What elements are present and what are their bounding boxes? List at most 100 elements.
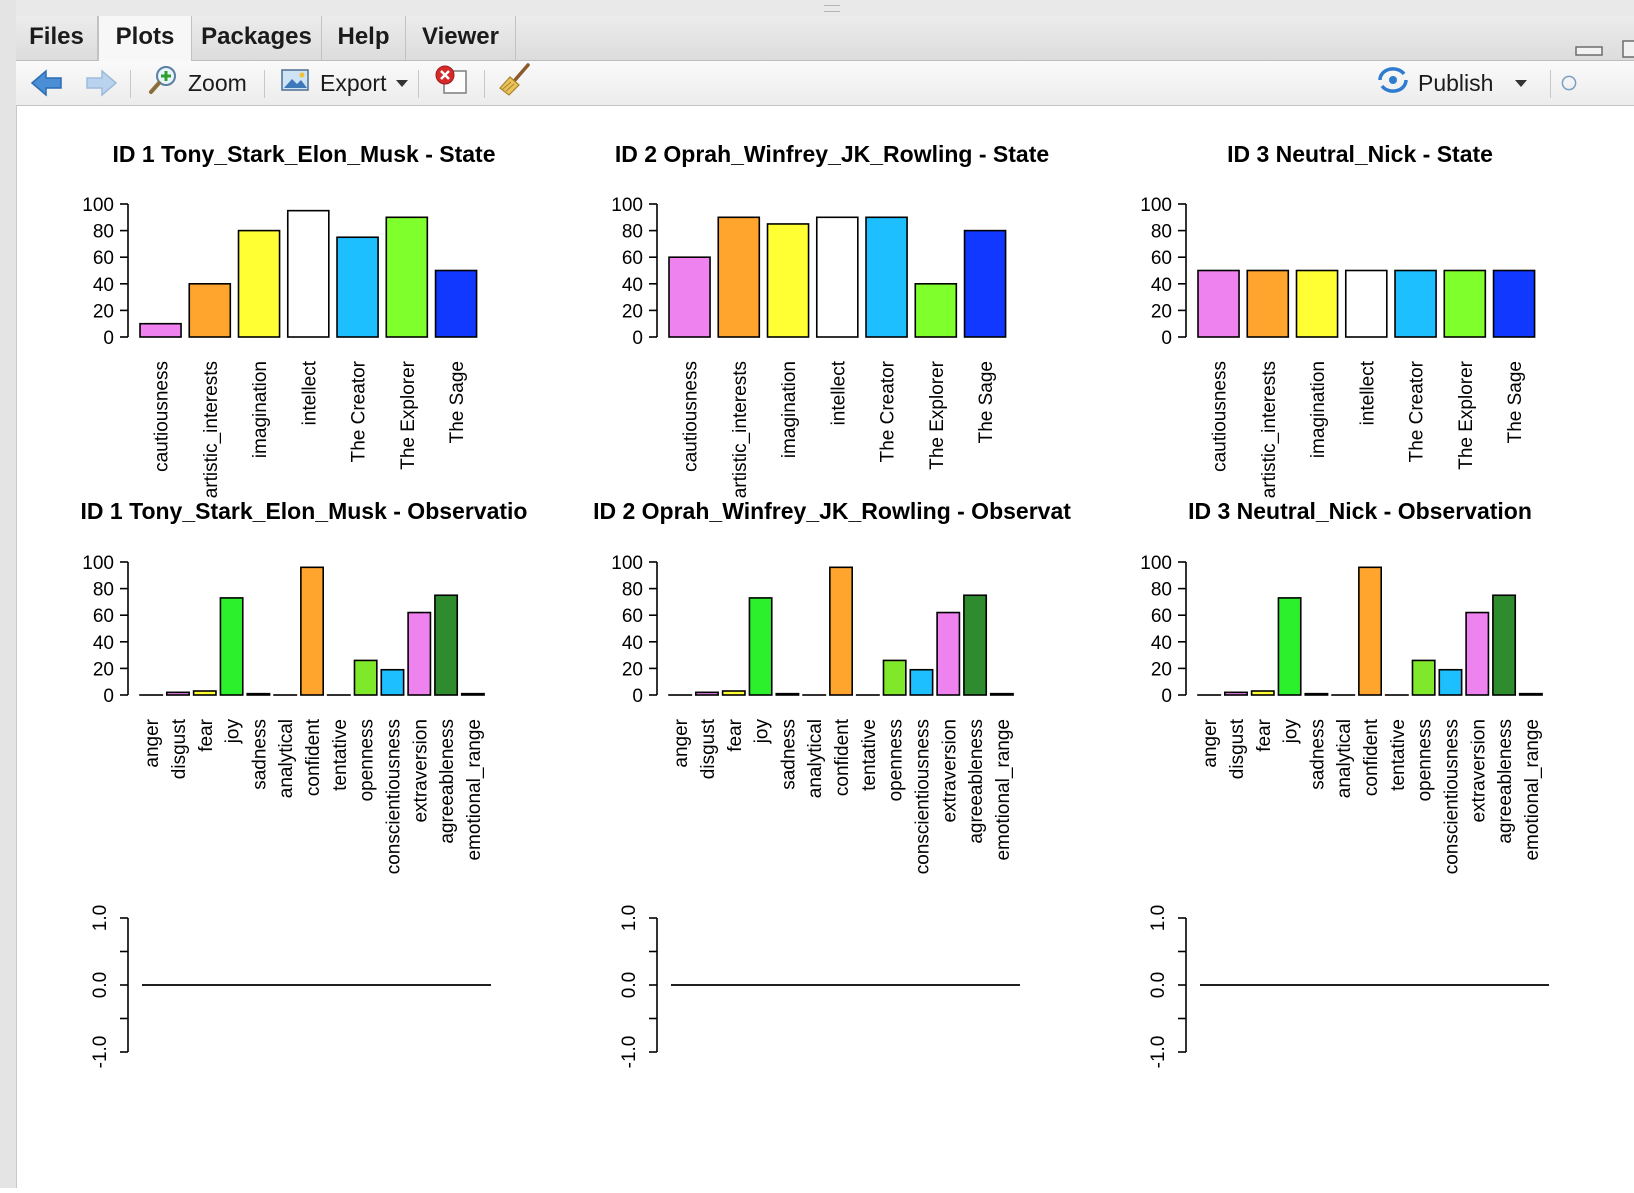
x-tick-label: The Sage [1505,361,1526,443]
x-tick-label: analytical [276,719,297,798]
bar [167,692,189,695]
toolbar-separator [264,70,265,98]
bar [1444,271,1485,338]
y-tick-label: 100 [1140,553,1172,574]
x-tick-label: intellect [828,360,849,425]
x-tick-label: openness [886,719,907,801]
tab-help[interactable]: Help [322,16,406,60]
bar [768,224,809,337]
bar [830,567,852,695]
toolbar-separator [1550,70,1551,98]
bar [1297,271,1338,338]
bar [239,231,280,337]
maximize-pane-icon[interactable] [1620,40,1634,58]
pane-tab-bar: Files Plots Packages Help Viewer [16,16,1634,61]
x-tick-label: disgust [1227,718,1248,779]
x-tick-label: disgust [169,718,190,779]
bar [288,211,329,337]
export-image-icon [280,66,312,100]
x-tick-label: conscientiousness [912,719,933,874]
publish-label: Publish [1418,70,1493,97]
x-tick-label: extraversion [1468,719,1489,823]
zoom-button[interactable]: Zoom [148,61,247,105]
y-tick-label: 80 [622,580,643,601]
x-tick-label: emotional_range [464,719,485,861]
bar [883,660,905,695]
x-tick-label: joy [1281,719,1302,745]
publish-button[interactable]: Publish [1376,61,1527,105]
bar [1520,694,1542,695]
bar [247,694,269,695]
y-tick-label: 100 [1140,195,1172,216]
y-tick-label: 40 [93,633,114,654]
y-tick-label: 0 [103,328,114,349]
bar [991,694,1013,695]
y-tick-label: 20 [622,659,643,680]
bar [1395,271,1436,338]
export-button[interactable]: Export [280,61,408,105]
bar [1305,694,1327,695]
bar [723,691,745,695]
chevron-down-icon [396,80,408,87]
x-tick-label: conscientiousness [383,719,404,874]
x-tick-label: fear [725,718,746,751]
left-pane-splitter[interactable] [0,0,17,1188]
y-tick-label: 80 [1151,222,1172,243]
x-tick-label: joy [223,719,244,745]
bar [1412,660,1434,695]
tab-plots[interactable]: Plots [98,16,192,61]
minimize-pane-icon[interactable] [1574,40,1604,58]
x-tick-label: fear [196,718,217,751]
x-tick-label: tentative [330,719,351,791]
x-tick-label: The Sage [447,361,468,443]
y-tick-label: 80 [622,222,643,243]
forward-arrow-icon[interactable] [84,61,118,105]
tab-viewer[interactable]: Viewer [406,16,516,60]
bar [462,694,484,695]
tab-packages[interactable]: Packages [192,16,322,60]
delete-plot-button[interactable] [434,61,470,105]
bar [910,670,932,695]
bar [965,231,1006,337]
x-tick-label: confident [303,718,324,796]
bar [1225,692,1247,695]
plots-toolbar: Zoom Export Publish [16,61,1634,106]
x-tick-label: anger [671,718,692,767]
tab-files[interactable]: Files [16,16,98,60]
y-tick-label: 60 [1151,248,1172,269]
bar [696,692,718,695]
bar [915,284,956,337]
refresh-icon[interactable] [1560,61,1578,105]
y-tick-label: 60 [93,606,114,627]
bar [718,217,759,337]
zoom-icon [148,64,180,102]
y-tick-label: 0.0 [90,972,111,998]
bar [220,598,242,695]
x-tick-label: cautiousness [1210,361,1231,472]
bar [381,670,403,695]
bar [964,595,986,695]
bar [937,613,959,695]
chart-title: ID 2 Oprah_Winfrey_JK_Rowling - State [615,141,1049,167]
clear-all-plots-button[interactable] [498,61,534,105]
x-tick-label: emotional_range [1522,719,1543,861]
x-tick-label: The Creator [1407,360,1428,462]
y-tick-label: 20 [622,301,643,322]
pane-grip-icon[interactable] [824,5,840,12]
x-tick-label: joy [752,719,773,745]
toolbar-separator [484,70,485,98]
bar [776,694,798,695]
toolbar-separator [130,70,131,98]
x-tick-label: tentative [1388,719,1409,791]
pane-resize-strip[interactable] [16,0,1634,16]
back-arrow-icon[interactable] [30,61,64,105]
y-tick-label: 0 [632,328,643,349]
x-tick-label: extraversion [939,719,960,823]
bar [189,284,230,337]
bar [1198,271,1239,338]
y-tick-label: 60 [622,248,643,269]
delete-plot-icon [434,64,470,102]
chevron-down-icon[interactable] [1515,80,1527,87]
bar [1466,613,1488,695]
bar [435,595,457,695]
